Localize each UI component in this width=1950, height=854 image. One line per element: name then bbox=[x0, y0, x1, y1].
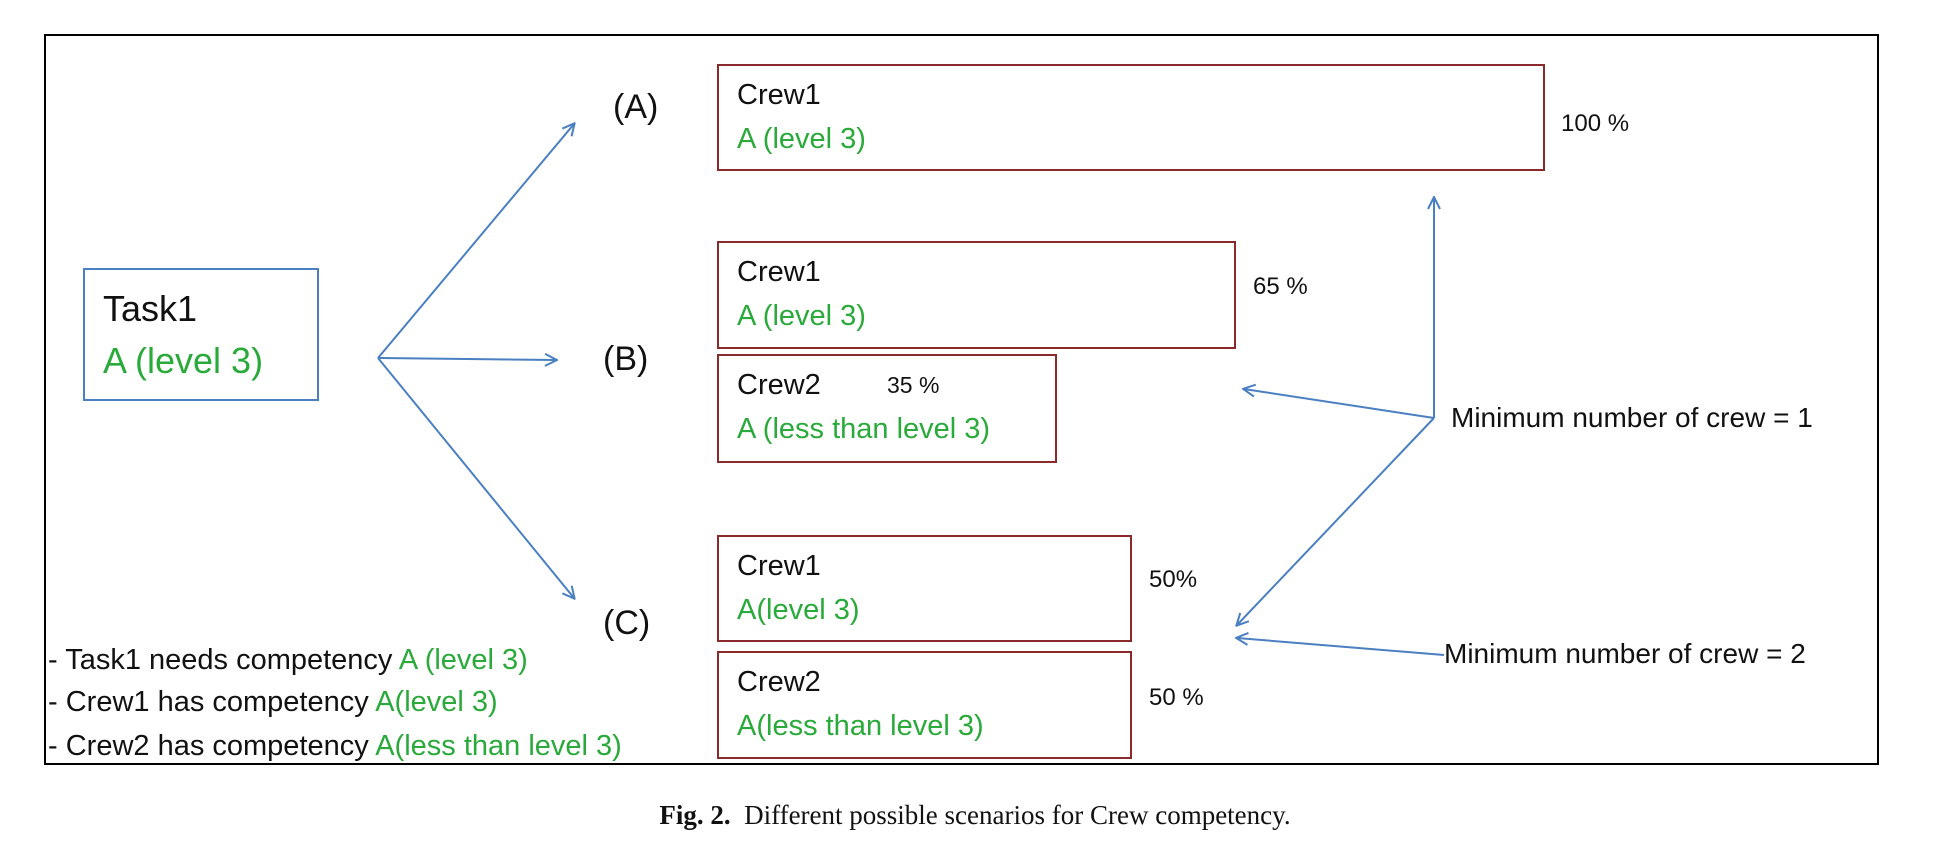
scenario-b-crew2-share: 35 % bbox=[887, 372, 940, 398]
task-competency: A (level 3) bbox=[103, 340, 264, 381]
scenario-c-crew2-box: Crew2 A(less than level 3) bbox=[717, 651, 1132, 759]
crew-competency: A(less than level 3) bbox=[737, 710, 984, 742]
caption-label: Fig. 2. bbox=[659, 800, 731, 830]
scenario-c-crew1-box: Crew1 A(level 3) bbox=[717, 535, 1132, 642]
scenario-a-crew1-box: Crew1 A (level 3) bbox=[717, 64, 1545, 171]
min-crew-1-label: Minimum number of crew = 1 bbox=[1451, 402, 1813, 433]
scenario-c-label: (C) bbox=[603, 604, 651, 642]
crew-name: Crew1 bbox=[737, 256, 821, 288]
note-crew2: - Crew2 has competency A(less than level… bbox=[48, 730, 622, 762]
scenario-b-crew1-share: 65 % bbox=[1253, 273, 1308, 300]
crew-competency: A (less than level 3) bbox=[737, 413, 991, 445]
min-crew-2-label: Minimum number of crew = 2 bbox=[1444, 638, 1806, 669]
caption-text: Different possible scenarios for Crew co… bbox=[744, 800, 1291, 830]
scenario-c-crew2-share: 50 % bbox=[1149, 684, 1204, 711]
crew-name: Crew2 bbox=[737, 666, 821, 698]
figure-frame bbox=[44, 34, 1879, 765]
scenario-c-crew1-share: 50% bbox=[1149, 566, 1198, 593]
crew-competency: A (level 3) bbox=[737, 300, 866, 332]
scenario-b-crew1-box: Crew1 A (level 3) bbox=[717, 241, 1236, 349]
crew-name: Crew1 bbox=[737, 79, 821, 111]
scenario-a-crew1-share: 100 % bbox=[1561, 110, 1630, 137]
crew-competency: A (level 3) bbox=[737, 123, 866, 155]
crew-competency: A(level 3) bbox=[737, 594, 860, 626]
scenario-b-crew2-box: Crew2 A (less than level 3) 35 % bbox=[717, 354, 1057, 463]
crew-name: Crew2 bbox=[737, 369, 821, 401]
task-name: Task1 bbox=[103, 288, 198, 329]
scenario-b-label: (B) bbox=[603, 340, 649, 378]
scenario-a-label: (A) bbox=[613, 88, 659, 126]
note-task1: - Task1 needs competency A (level 3) bbox=[48, 644, 528, 676]
crew-name: Crew1 bbox=[737, 550, 821, 582]
figure-caption: Fig. 2. Different possible scenarios for… bbox=[0, 800, 1950, 831]
note-crew1: - Crew1 has competency A(level 3) bbox=[48, 686, 498, 718]
task-box: Task1 A (level 3) bbox=[83, 268, 319, 401]
